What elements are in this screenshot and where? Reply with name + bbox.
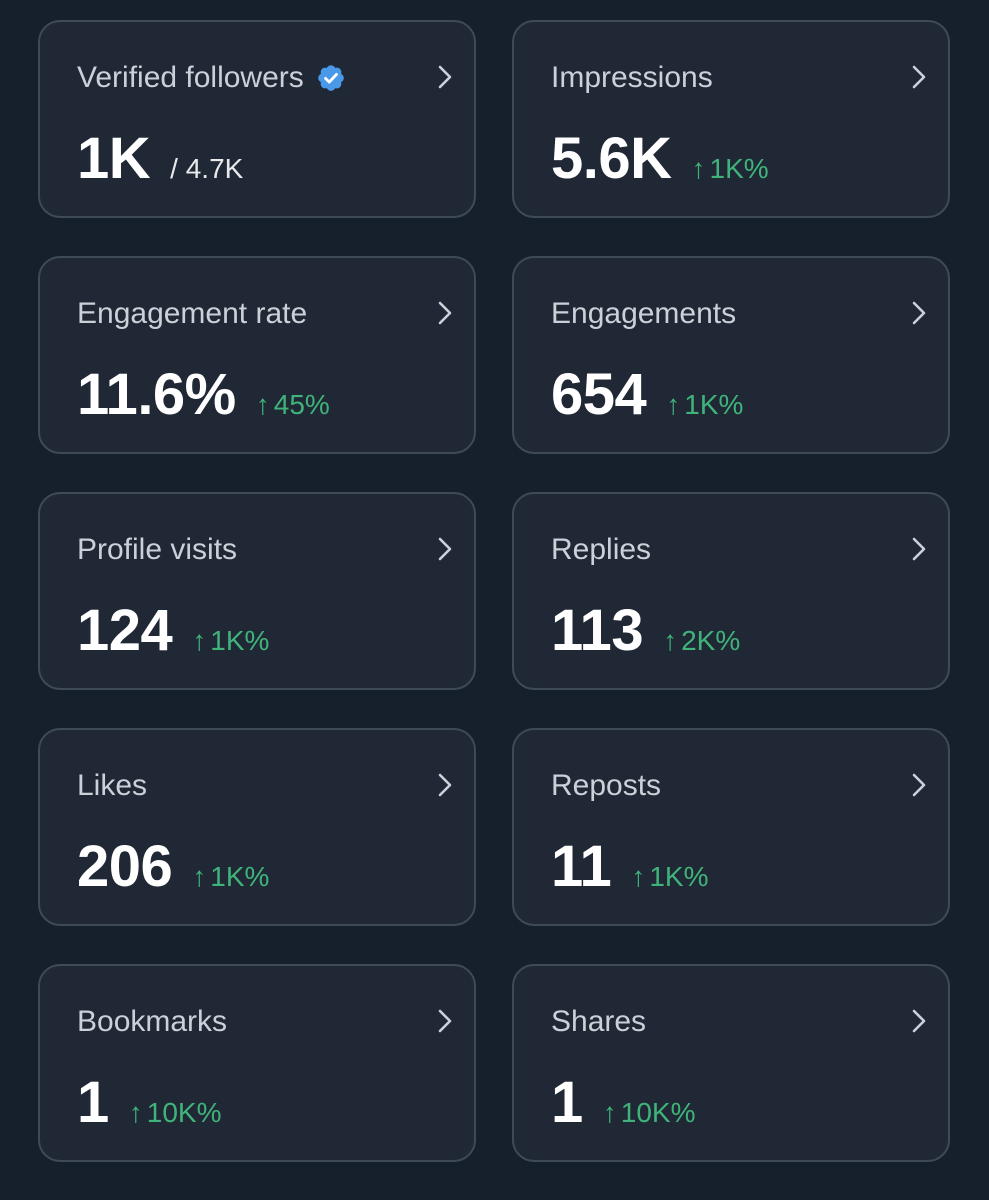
card-replies[interactable]: Replies 113 ↑ 2K% [512, 492, 950, 690]
change-indicator: ↑ 10K% [603, 1097, 696, 1129]
card-title: Profile visits [77, 532, 237, 568]
card-title: Reposts [551, 768, 661, 804]
chevron-right-icon [438, 301, 452, 325]
card-shares[interactable]: Shares 1 ↑ 10K% [512, 964, 950, 1162]
card-title: Impressions [551, 60, 713, 96]
metric-value: 11.6% [77, 362, 236, 427]
verified-badge-icon [317, 65, 344, 91]
metric-value: 11 [551, 834, 612, 899]
change-value: 10K% [146, 1097, 222, 1128]
metric-value: 1 [551, 1070, 583, 1135]
card-title-label: Verified followers [77, 61, 304, 94]
value-row: 1 ↑ 10K% [551, 1070, 695, 1136]
card-title: Shares [551, 1004, 646, 1040]
card-profile-visits[interactable]: Profile visits 124 ↑ 1K% [38, 492, 476, 690]
card-reposts[interactable]: Reposts 11 ↑ 1K% [512, 728, 950, 926]
value-row: 654 ↑ 1K% [551, 362, 743, 428]
value-row: 11 ↑ 1K% [551, 834, 708, 900]
value-row: 1 ↑ 10K% [77, 1070, 221, 1136]
up-arrow-icon: ↑ [666, 389, 681, 420]
up-arrow-icon: ↑ [128, 1097, 143, 1128]
change-indicator: ↑ 1K% [631, 861, 708, 893]
chevron-right-icon [438, 1009, 452, 1033]
card-bookmarks[interactable]: Bookmarks 1 ↑ 10K% [38, 964, 476, 1162]
metric-value: 206 [77, 834, 173, 899]
card-impressions[interactable]: Impressions 5.6K ↑ 1K% [512, 20, 950, 218]
change-value: 1K% [709, 153, 769, 184]
card-verified-followers[interactable]: Verified followers 1K / 4.7K [38, 20, 476, 218]
metric-value: 654 [551, 362, 647, 427]
value-row: 5.6K ↑ 1K% [551, 126, 769, 192]
metric-value: 1 [77, 1070, 109, 1135]
change-indicator: ↑ 1K% [192, 625, 269, 657]
change-indicator: ↑ 2K% [663, 625, 740, 657]
metric-total: / 4.7K [170, 153, 244, 184]
change-value: 2K% [681, 625, 741, 656]
value-row: 11.6% ↑ 45% [77, 362, 330, 428]
up-arrow-icon: ↑ [631, 861, 646, 892]
metric-value: 5.6K [551, 126, 672, 191]
card-title: Engagement rate [77, 296, 307, 332]
card-title-label: Impressions [551, 61, 713, 94]
up-arrow-icon: ↑ [192, 861, 207, 892]
up-arrow-icon: ↑ [663, 625, 678, 656]
card-title: Engagements [551, 296, 736, 332]
up-arrow-icon: ↑ [192, 625, 207, 656]
card-title-label: Replies [551, 533, 652, 566]
chevron-right-icon [438, 65, 452, 89]
card-title-label: Bookmarks [77, 1005, 228, 1038]
change-value: 45% [273, 389, 330, 420]
change-value: 1K% [684, 389, 744, 420]
up-arrow-icon: ↑ [691, 153, 706, 184]
metric-value: 124 [77, 598, 173, 663]
change-indicator: ↑ 1K% [666, 389, 743, 421]
card-title: Verified followers [77, 60, 346, 96]
change-indicator: ↑ 45% [256, 389, 330, 421]
chevron-right-icon [912, 773, 926, 797]
change-indicator: ↑ 10K% [129, 1097, 222, 1129]
metric-value: 113 [551, 598, 644, 663]
analytics-grid: Verified followers 1K / 4.7K Impressions… [38, 20, 950, 1162]
chevron-right-icon [438, 537, 452, 561]
value-row: 1K / 4.7K [77, 126, 243, 192]
card-title-label: Reposts [551, 769, 662, 802]
card-title: Bookmarks [77, 1004, 227, 1040]
card-title-label: Engagements [551, 297, 737, 330]
chevron-right-icon [912, 537, 926, 561]
chevron-right-icon [912, 301, 926, 325]
chevron-right-icon [912, 65, 926, 89]
card-title: Replies [551, 532, 651, 568]
change-indicator: ↑ 1K% [192, 861, 269, 893]
card-title-label: Likes [77, 769, 148, 802]
value-row: 124 ↑ 1K% [77, 598, 269, 664]
value-row: 206 ↑ 1K% [77, 834, 269, 900]
chevron-right-icon [912, 1009, 926, 1033]
value-row: 113 ↑ 2K% [551, 598, 740, 664]
up-arrow-icon: ↑ [255, 389, 270, 420]
metric-value: 1K [77, 126, 151, 191]
card-title: Likes [77, 768, 147, 804]
card-title-label: Shares [551, 1005, 647, 1038]
card-engagement-rate[interactable]: Engagement rate 11.6% ↑ 45% [38, 256, 476, 454]
up-arrow-icon: ↑ [602, 1097, 617, 1128]
change-value: 1K% [649, 861, 709, 892]
chevron-right-icon [438, 773, 452, 797]
change-value: 10K% [620, 1097, 696, 1128]
card-title-label: Engagement rate [77, 297, 308, 330]
card-likes[interactable]: Likes 206 ↑ 1K% [38, 728, 476, 926]
change-value: 1K% [210, 625, 270, 656]
card-engagements[interactable]: Engagements 654 ↑ 1K% [512, 256, 950, 454]
card-title-label: Profile visits [77, 533, 238, 566]
change-indicator: ↑ 1K% [692, 153, 769, 185]
change-value: 1K% [210, 861, 270, 892]
